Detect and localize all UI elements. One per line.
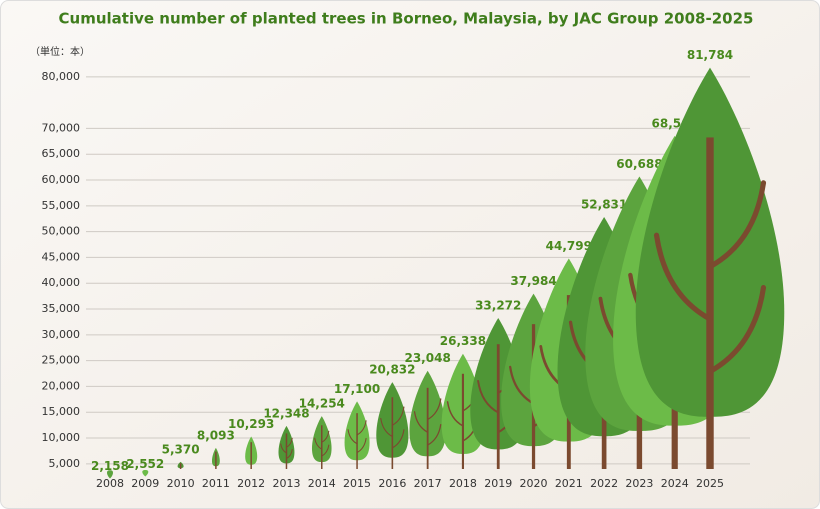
x-tick-label: 2019 [484,477,512,490]
y-tick-label: 35,000 [42,302,81,315]
y-tick-label: 45,000 [42,250,81,263]
y-tick-label: 5,000 [49,457,81,470]
tree-branch [477,380,500,414]
value-label: 33,272 [475,298,521,312]
tree-branch [356,437,367,454]
tree-branch [380,417,393,438]
value-label: 12,348 [263,406,309,420]
y-tick-label: 10,000 [42,431,81,444]
tree-trunk [285,433,288,469]
tree-branch [280,443,287,454]
x-tick-label: 2008 [96,477,124,490]
tree [245,436,258,469]
tree-trunk [496,344,500,469]
value-label: 26,338 [440,334,486,348]
x-tick-label: 2025 [696,477,724,490]
value-label: 2,552 [126,457,164,471]
tree-branch [446,401,464,427]
x-tick-label: 2011 [202,477,230,490]
tree-trunk [215,451,217,469]
value-label: 5,370 [162,442,200,456]
y-tick-label: 60,000 [42,173,81,186]
value-label: 60,688 [616,157,662,171]
tree [376,382,409,469]
value-label: 14,254 [299,397,345,411]
tree-crown [142,469,149,477]
tree-branch [285,449,293,460]
x-tick-label: 2016 [378,477,406,490]
y-tick-label: 65,000 [42,147,81,160]
tree-branch [707,285,767,375]
tree-branch [285,437,293,448]
x-tick-label: 2009 [131,477,159,490]
y-tick-label: 15,000 [42,405,81,418]
tree-trunk [179,463,182,469]
tree [344,401,370,469]
y-tick-label: 80,000 [42,70,81,83]
unit-label: （単位：本） [30,45,90,58]
tree-branch [509,365,535,405]
x-tick-label: 2020 [520,477,548,490]
tree-branch [413,411,429,433]
tree-branch [347,429,358,445]
x-tick-label: 2024 [661,477,689,490]
x-tick-label: 2015 [343,477,371,490]
tree [142,469,149,477]
x-tick-label: 2013 [272,477,300,490]
tree-branch [391,406,405,426]
tree-branch [391,429,405,449]
tree-trunk [356,413,358,469]
tree-trunk [461,373,465,469]
tree [278,425,295,469]
tree [177,461,184,469]
tree-branch [314,437,323,450]
value-label: 23,048 [404,351,450,365]
value-label: 8,093 [197,428,235,442]
value-label: 37,984 [510,274,556,288]
y-tick-label: 20,000 [42,379,81,392]
x-tick-label: 2021 [555,477,583,490]
value-label: 52,831 [581,198,627,212]
y-tick-label: 30,000 [42,328,81,341]
value-label: 20,832 [369,363,415,377]
x-tick-label: 2014 [308,477,336,490]
y-tick-label: 70,000 [42,121,81,134]
value-label: 81,784 [687,48,733,62]
value-label: 2,158 [91,459,129,473]
y-tick-label: 25,000 [42,354,81,367]
tree-branch [356,420,367,436]
tree-trunk [426,387,429,469]
x-tick-label: 2010 [167,477,195,490]
tree [409,370,446,469]
tree-trunk [391,397,394,469]
tree [635,67,785,469]
chart-title: Cumulative number of planted trees in Bo… [59,10,754,28]
x-tick-label: 2018 [449,477,477,490]
tree-branch [653,232,713,322]
tree-branch [707,180,767,270]
value-label: 44,799 [546,239,592,253]
tree [311,416,332,469]
y-tick-label: 55,000 [42,199,81,212]
y-tick-label: 50,000 [42,225,81,238]
tree-branch [321,444,330,457]
x-tick-label: 2012 [237,477,265,490]
tree-crown [107,470,113,479]
tree-branch [427,398,442,421]
x-tick-label: 2023 [625,477,653,490]
tree [107,470,113,479]
value-label: 10,293 [228,417,274,431]
y-tick-label: 40,000 [42,276,81,289]
tree-trunk [250,442,252,469]
tree-trunk [706,137,714,469]
x-tick-label: 2017 [414,477,442,490]
tree [211,447,220,469]
tree-trunk [321,425,323,469]
tree-branch [321,430,330,443]
x-tick-label: 2022 [590,477,618,490]
value-label: 17,100 [334,382,380,396]
tree-branch [427,423,442,446]
